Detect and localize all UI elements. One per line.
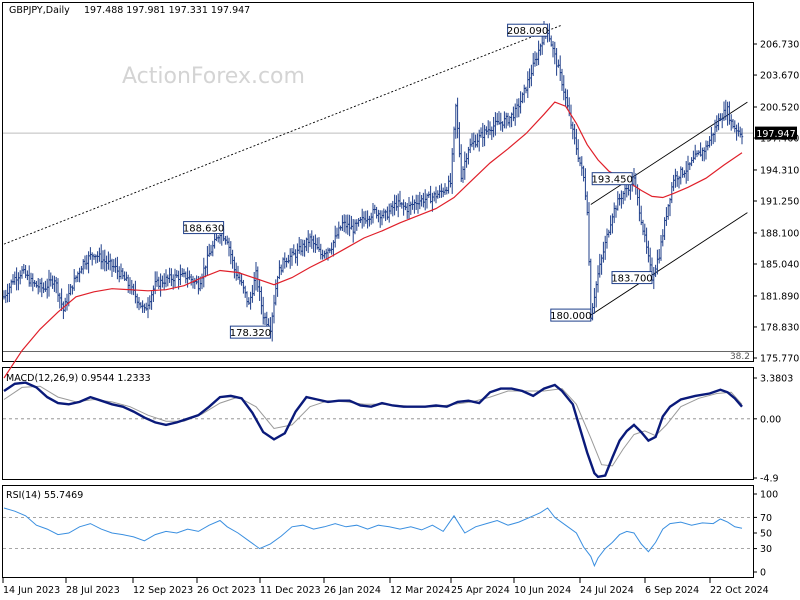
date-tick-label: 6 Sep 2024 <box>645 585 699 596</box>
macd-axis: 3.3803 0.00 -4.9 <box>753 373 793 485</box>
rsi-axis: 100 70 50 30 0 <box>753 490 778 579</box>
date-tick-label: 28 Jul 2023 <box>66 585 120 596</box>
swing-label-text: 178.320 <box>230 328 271 339</box>
price-tick-label: 191.250 <box>760 197 799 208</box>
swing-label-box <box>507 23 549 37</box>
swing-label-208-090: 208.090 <box>507 23 549 37</box>
date-tick-label: 14 Jun 2023 <box>3 585 60 596</box>
macd-line <box>3 381 743 479</box>
rsi-tick-label: 30 <box>760 544 772 555</box>
trendline-2 <box>590 212 748 316</box>
price-tick-label: 194.310 <box>760 165 799 176</box>
candlestick-series <box>2 21 744 342</box>
date-tick-label: 26 Jan 2024 <box>324 585 381 596</box>
price-tick-label: 203.670 <box>760 71 799 82</box>
swing-label-178-320: 178.320 <box>229 325 271 339</box>
swing-label-text: 208.090 <box>507 26 548 37</box>
current-price-marker: 197.947 <box>755 126 797 140</box>
date-axis: 14 Jun 2023 28 Jul 2023 12 Sep 2023 26 Oct … <box>2 578 769 596</box>
ohlc-readout: 197.488 197.981 197.331 197.947 <box>84 5 250 16</box>
date-tick-label: 11 Dec 2023 <box>260 585 321 596</box>
date-tick-label: 12 Mar 2024 <box>390 585 450 596</box>
rsi-panel <box>2 485 754 578</box>
price-tick-label: 181.890 <box>760 291 799 302</box>
macd-panel <box>2 367 754 480</box>
swing-label-box <box>591 172 633 186</box>
rsi-title: RSI(14) 55.7469 <box>6 490 83 501</box>
macd-tick-label: 3.3803 <box>760 373 793 384</box>
symbol-label: GBPJPY,Daily <box>9 5 70 16</box>
date-tick-label: 12 Sep 2023 <box>133 585 193 596</box>
swing-label-box <box>183 221 225 235</box>
swing-level-labels: 208.090 188.630 178.320 193.450 183.700 180.0… <box>183 23 653 339</box>
price-tick-label: 206.730 <box>760 40 799 51</box>
rsi-tick-label: 70 <box>760 513 772 524</box>
price-tick-label: 185.040 <box>760 259 799 270</box>
date-tick-label: 26 Oct 2023 <box>197 585 256 596</box>
watermark: ActionForex.com <box>122 64 305 89</box>
swing-label-183-700: 183.700 <box>611 271 653 285</box>
price-tick-label: 200.520 <box>760 102 799 113</box>
price-tick-label: 178.830 <box>760 322 799 333</box>
swing-label-box <box>611 271 653 285</box>
fib-level-label: 38.2 <box>730 352 750 362</box>
current-price-label: 197.947 <box>756 129 795 140</box>
moving-average-line <box>3 101 743 379</box>
swing-label-180-000: 180.000 <box>550 308 592 322</box>
macd-tick-label: -4.9 <box>760 474 779 485</box>
price-panel <box>2 2 754 362</box>
swing-label-text: 180.000 <box>550 311 591 322</box>
price-reference-lines <box>3 132 753 353</box>
rsi-tick-label: 100 <box>760 490 778 501</box>
macd-tick-label: 0.00 <box>760 414 781 425</box>
rsi-tick-label: 50 <box>760 529 772 540</box>
swing-label-188-630: 188.630 <box>183 221 225 235</box>
swing-label-box <box>229 325 271 339</box>
macd-title: MACD(12,26,9) 0.9544 1.2333 <box>6 373 151 384</box>
date-tick-label: 22 Oct 2024 <box>710 585 769 596</box>
date-tick-label: 24 Jul 2024 <box>580 585 634 596</box>
swing-label-text: 188.630 <box>183 223 224 234</box>
price-tick-label: 188.100 <box>760 228 799 239</box>
price-tick-label: 175.770 <box>760 354 799 365</box>
date-tick-label: 25 Apr 2024 <box>451 585 510 596</box>
rsi-tick-label: 0 <box>760 568 766 579</box>
price-axis: 206.730203.670200.520197.460194.310191.2… <box>753 40 799 365</box>
date-tick-label: 10 Jun 2024 <box>514 585 571 596</box>
swing-label-text: 183.700 <box>611 273 652 284</box>
rsi-line <box>3 507 743 568</box>
swing-label-text: 193.450 <box>592 174 633 185</box>
rsi-level-lines <box>3 517 753 549</box>
swing-label-193-450: 193.450 <box>591 172 633 186</box>
swing-label-box <box>550 308 592 322</box>
